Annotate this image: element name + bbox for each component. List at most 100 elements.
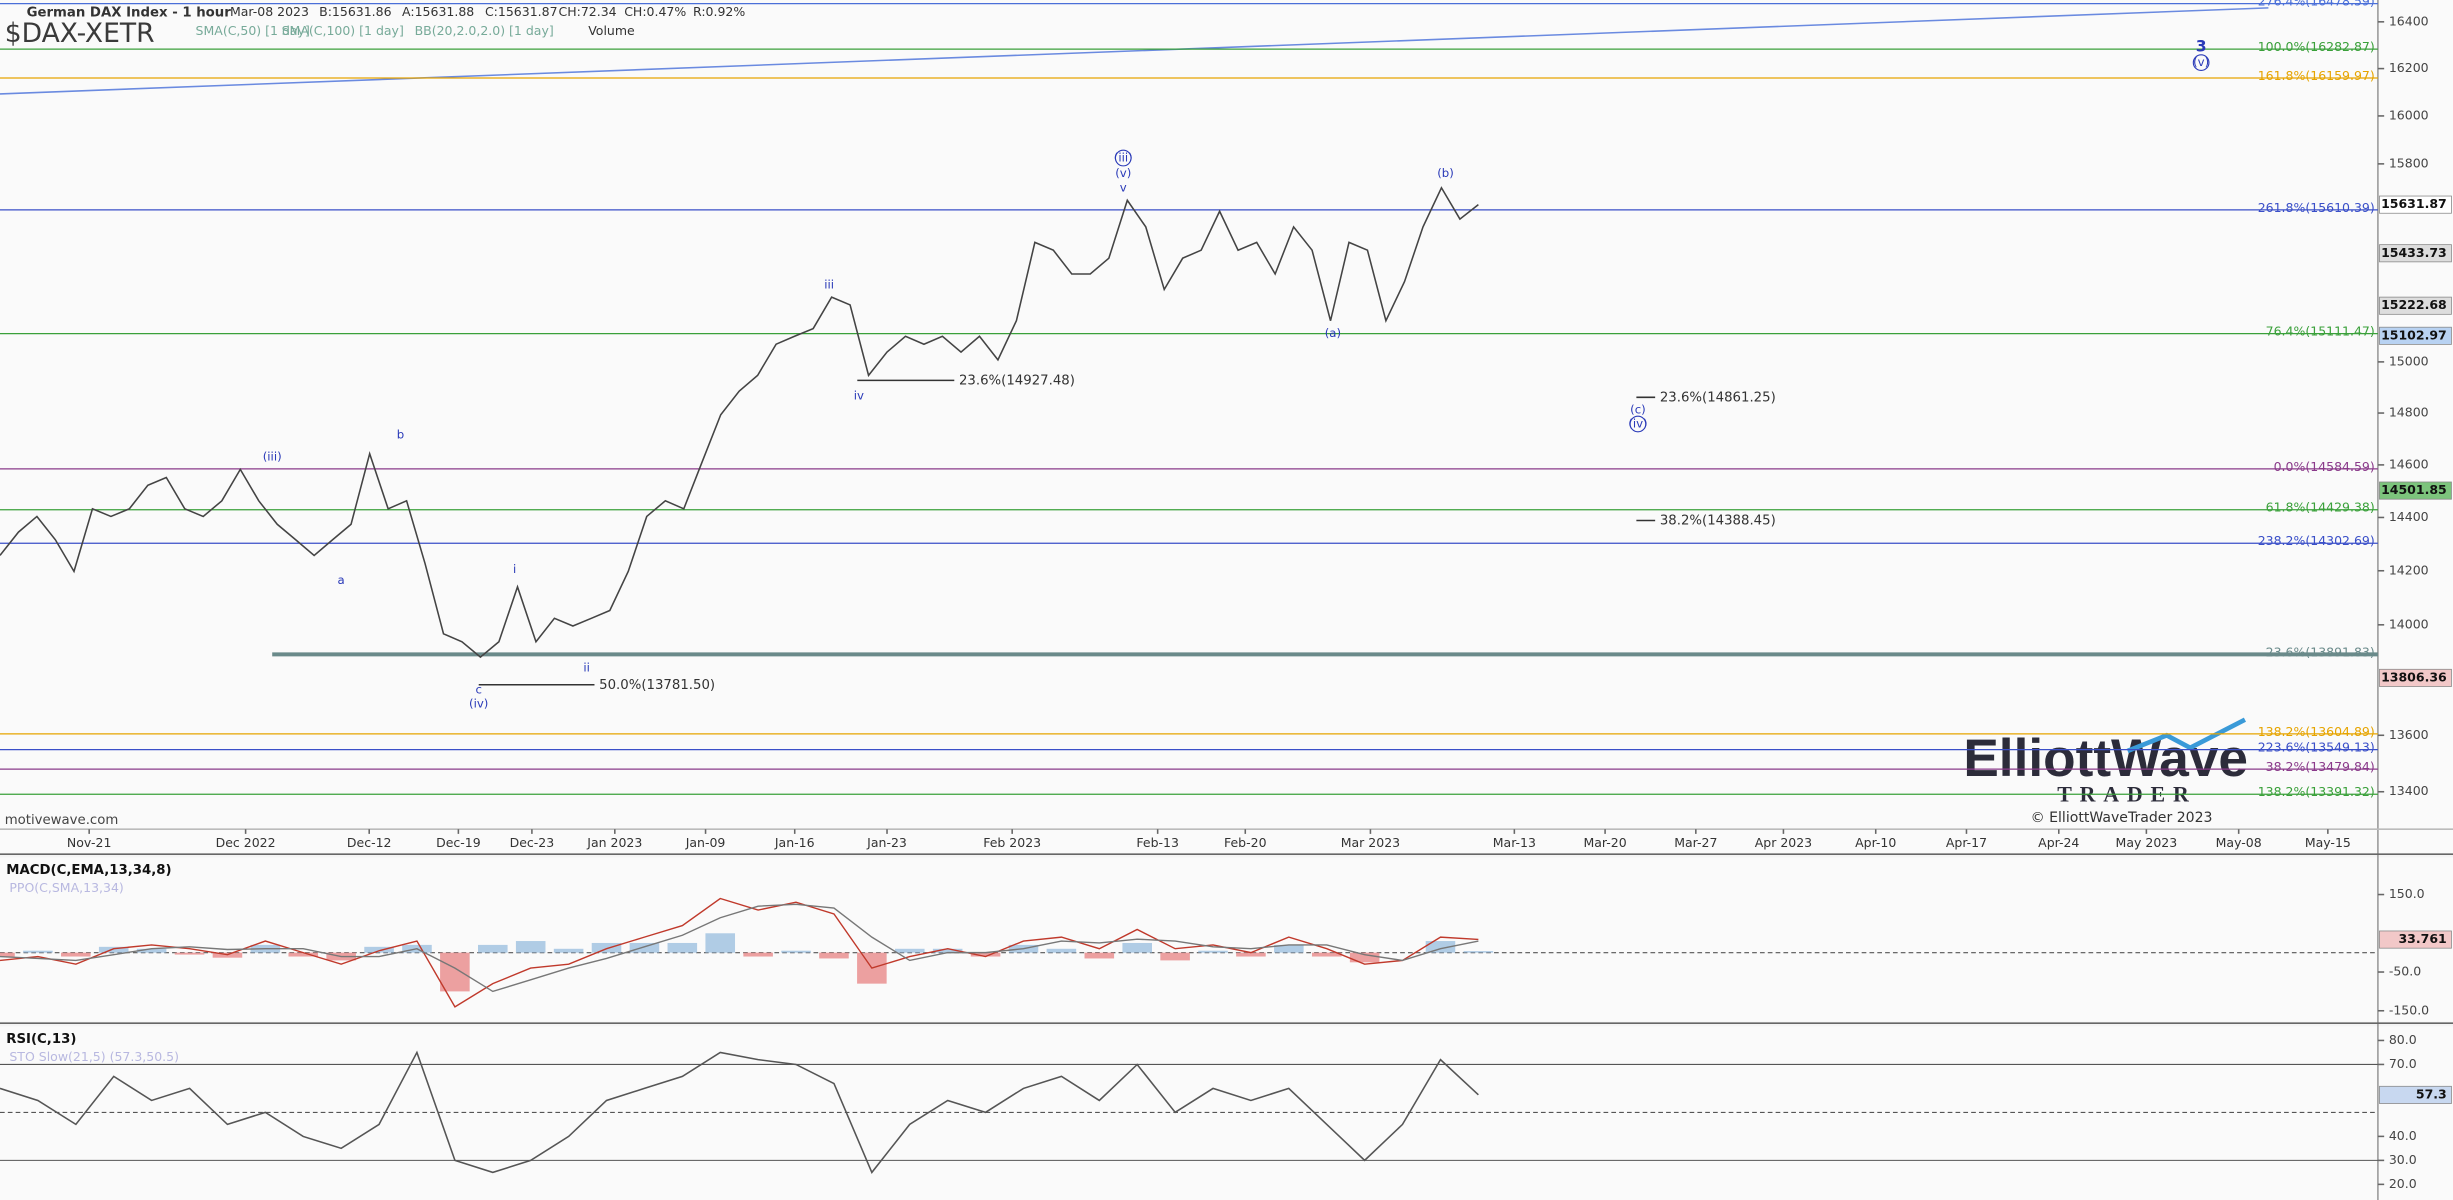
x-tick-label: Dec-23: [510, 835, 555, 850]
x-tick-label: Mar-13: [1493, 835, 1536, 850]
header-info: C:15631.87: [485, 4, 558, 19]
wave-label: (b): [1437, 166, 1454, 180]
header-info: CH:0.47%: [624, 4, 686, 19]
header-info: CH:72.34: [558, 4, 616, 19]
panel-title: RSI(C,13): [6, 1032, 76, 1047]
histogram-bar: [1463, 951, 1494, 953]
x-tick-label: Feb-20: [1224, 835, 1267, 850]
y-tick-label: -50.0: [2389, 964, 2421, 979]
x-tick-label: Feb 2023: [983, 835, 1041, 850]
histogram-bar: [1160, 952, 1190, 961]
histogram-bar: [1198, 950, 1228, 953]
wave-label: (iii): [263, 449, 282, 463]
histogram-bar: [1084, 952, 1115, 959]
price-marker: [2379, 326, 2452, 345]
y-tick-label: 14200: [2389, 562, 2429, 577]
histogram-bar: [288, 952, 319, 957]
y-tick-label: 14800: [2389, 405, 2429, 420]
macd-panel: [0, 857, 2453, 1022]
histogram-bar: [1349, 952, 1380, 963]
histogram-bar: [478, 944, 508, 953]
x-tick-label: Jan-23: [866, 835, 907, 850]
price-marker-label: 14501.85: [2381, 482, 2447, 497]
x-tick-label: Feb-13: [1136, 835, 1179, 850]
x-tick-label: Apr-24: [2038, 835, 2079, 850]
histogram-bar: [364, 946, 394, 953]
histogram-bar: [515, 941, 546, 953]
histogram-bar: [136, 948, 167, 953]
header-info: R:0.92%: [693, 4, 745, 19]
x-tick-label: May 2023: [2116, 835, 2178, 850]
wave-label: b: [397, 427, 404, 441]
symbol: $DAX-XETR: [5, 18, 155, 49]
histogram-bar: [819, 952, 849, 959]
x-tick-label: Jan 2023: [586, 835, 642, 850]
y-tick-label: 14400: [2389, 509, 2429, 524]
fib-level-label: 23.6%(13891.83): [2266, 644, 2375, 659]
x-tick-label: May-15: [2305, 835, 2351, 850]
wave-label: iii: [824, 277, 834, 291]
y-tick-label: 14600: [2389, 456, 2429, 471]
y-tick-label: 20.0: [2389, 1176, 2417, 1191]
wave-label: (iv): [1628, 417, 1647, 431]
x-tick-label: Jan-16: [774, 835, 815, 850]
x-tick-label: Mar-27: [1674, 835, 1717, 850]
header-info: A:15631.88: [402, 4, 474, 19]
histogram-bar: [98, 946, 129, 953]
wave-label: (v): [1115, 166, 1131, 180]
fib-note-label: 23.6%(14861.25): [1660, 390, 1776, 405]
logo-copyright: © ElliottWaveTrader 2023: [2031, 810, 2213, 826]
histogram-bar: [1311, 952, 1342, 957]
price-marker: [2379, 668, 2452, 687]
fib-level-label: 38.2%(13479.84): [2266, 759, 2375, 774]
value-marker: [2379, 1085, 2452, 1104]
y-tick-label: 70.0: [2389, 1056, 2417, 1071]
x-tick-label: Dec-19: [436, 835, 481, 850]
wave-label: c: [475, 682, 481, 696]
histogram-bar: [1274, 944, 1304, 953]
fib-level-label: 138.2%(13391.32): [2258, 784, 2375, 799]
price-marker-label: 15631.87: [2381, 196, 2447, 211]
fib-level-label: 0.0%(14584.59): [2274, 459, 2375, 474]
header-info: Mar-08 2023: [230, 4, 309, 19]
histogram-bar: [591, 942, 622, 953]
price-marker-label: 13806.36: [2381, 669, 2447, 684]
price-marker: [2379, 481, 2452, 500]
y-tick-label: 150.0: [2389, 886, 2425, 901]
wave-label: a: [337, 573, 344, 587]
value-marker-label: 57.3: [2416, 1086, 2447, 1101]
y-tick-label: 15800: [2389, 155, 2429, 170]
wave-label: v: [1120, 180, 1127, 194]
x-tick-label: Mar-20: [1583, 835, 1626, 850]
fib-level-label: 238.2%(14302.69): [2258, 533, 2375, 548]
y-tick-label: 16400: [2389, 13, 2429, 28]
indicator-label: BB(20,2.0,2.0) [1 day]: [415, 23, 554, 38]
histogram-bar: [0, 952, 15, 957]
x-tick-label: Jan-09: [685, 835, 726, 850]
x-tick-label: Apr-10: [1855, 835, 1896, 850]
x-tick-label: Apr 2023: [1755, 835, 1812, 850]
panel-title: MACD(C,EMA,13,34,8): [6, 863, 171, 878]
logo-text: ElliottWave: [1963, 729, 2248, 788]
panel-subtitle: PPO(C,SMA,13,34): [9, 880, 123, 895]
wave-label: (c): [1630, 402, 1646, 416]
header-info: B:15631.86: [319, 4, 391, 19]
histogram-bar: [781, 950, 811, 953]
histogram-bar: [894, 948, 925, 953]
y-tick-label: 30.0: [2389, 1152, 2417, 1167]
y-tick-label: 13600: [2389, 727, 2429, 742]
histogram-bar: [553, 948, 584, 953]
x-tick-label: Dec-12: [347, 835, 392, 850]
x-tick-label: May-08: [2216, 835, 2262, 850]
wave-circle: [1629, 415, 1647, 433]
wave-label: ii: [583, 661, 590, 675]
macd-line: [0, 903, 1479, 993]
histogram-bar: [667, 942, 698, 953]
fib-level-label: 223.6%(13549.13): [2258, 740, 2375, 755]
fib-level-label: 161.8%(16159.97): [2258, 68, 2375, 83]
fib-level-label: 100.0%(16282.87): [2258, 39, 2375, 54]
histogram-bar: [1425, 941, 1456, 953]
fib-level-label: 61.8%(14429.38): [2266, 500, 2375, 515]
y-tick-label: 16000: [2389, 107, 2429, 122]
